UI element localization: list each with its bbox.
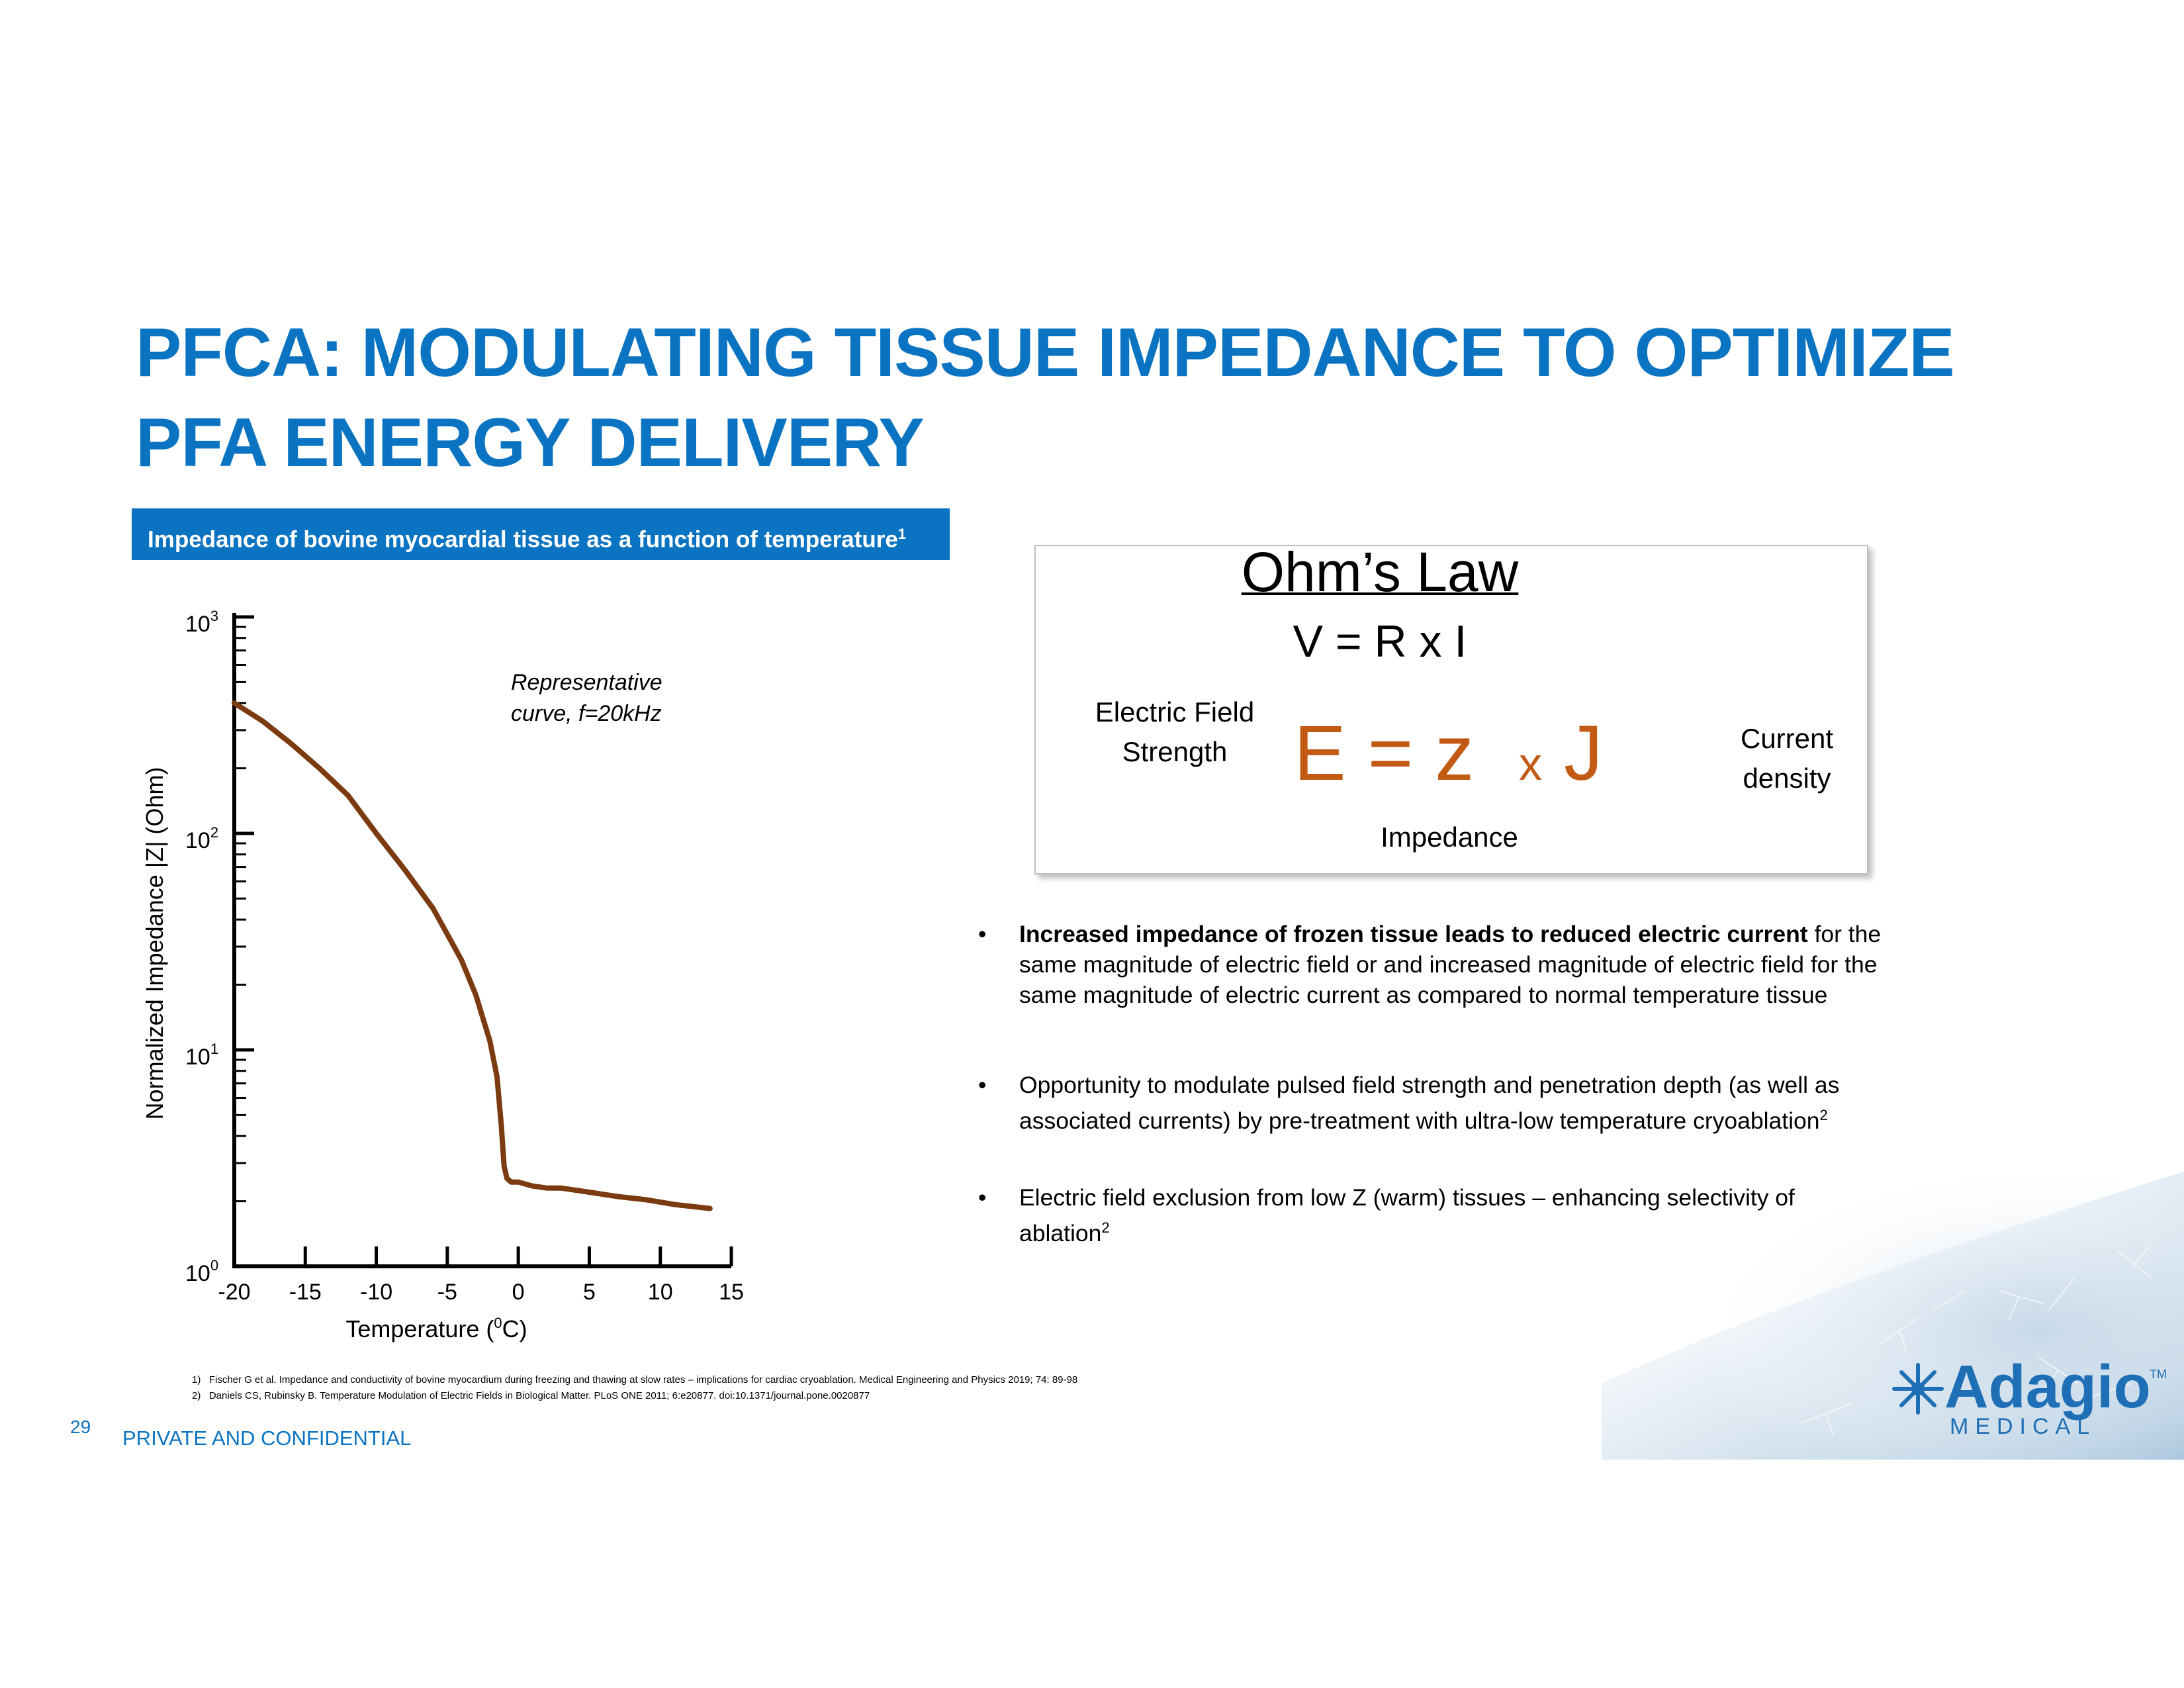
slide-title-line-1: PFCA: MODULATING TISSUE IMPEDANCE TO OPT… [136, 314, 1955, 391]
impedance-label: Impedance [1381, 821, 1518, 853]
logo-sub: MEDICAL [1950, 1414, 2096, 1439]
formula-times: x [1519, 738, 1543, 790]
x-tick-label: -5 [437, 1280, 457, 1305]
bullet-dot: • [978, 1072, 987, 1098]
chart-banner-text: Impedance of bovine myocardial tissue as… [148, 526, 898, 553]
electric-field-label: Electric Field Strength [1075, 692, 1274, 772]
frost-background [1602, 1172, 2184, 1460]
formula-equals: = [1367, 710, 1414, 797]
references: 1) Fischer G et al. Impedance and conduc… [192, 1372, 1077, 1404]
x-tick-label: 0 [512, 1280, 525, 1305]
chart-banner: Impedance of bovine myocardial tissue as… [132, 508, 950, 560]
bullet-2-text: Opportunity to modulate pulsed field str… [1019, 1072, 1840, 1134]
bullet-dot: • [978, 1184, 987, 1211]
y-tick-label: 102 [185, 824, 218, 853]
y-axis-label: Normalized Impedance |Z| (Ohm) [141, 767, 168, 1120]
reference-2: 2) Daniels CS, Rubinsky B. Temperature M… [192, 1390, 870, 1401]
slide-number: 29 [70, 1417, 91, 1437]
electric-field-label-line-2: Strength [1122, 736, 1228, 767]
y-tick-label-exponent: 2 [210, 824, 218, 841]
reference-1: 1) Fischer G et al. Impedance and conduc… [192, 1374, 1078, 1385]
ohms-law-box [1034, 545, 1868, 874]
chart-series [232, 700, 713, 1211]
y-tick-label-exponent: 3 [210, 608, 218, 624]
confidential-label: PRIVATE AND CONFIDENTIAL [122, 1427, 412, 1450]
bullet-1-bold: Increased impedance of frozen tissue lea… [1019, 921, 1808, 947]
x-tick-label: -20 [218, 1280, 250, 1305]
current-density-label: Current density [1691, 719, 1883, 798]
current-density-label-line-2: density [1743, 763, 1831, 794]
current-density-label-line-1: Current [1740, 723, 1834, 754]
x-axis-label: Temperature (0C) [345, 1315, 527, 1342]
formula-j: J [1563, 710, 1603, 797]
bullet-dot: • [978, 921, 987, 947]
electric-field-label-line-1: Electric Field [1095, 696, 1255, 727]
snowflake-icon [1892, 1363, 1944, 1415]
y-tick-label: 101 [185, 1041, 218, 1070]
bullet-3-sup: 2 [1101, 1219, 1110, 1236]
y-tick-label: 103 [185, 608, 218, 637]
chart-ticks [232, 615, 733, 1268]
chart-axes [232, 613, 731, 1268]
x-tick-label: 15 [719, 1280, 744, 1305]
ohms-law-title: Ohm’s Law [1241, 541, 1519, 603]
bullet-2-sup: 2 [1819, 1107, 1828, 1123]
x-tick-label: -10 [360, 1280, 392, 1305]
chart-banner-superscript: 1 [897, 526, 907, 542]
ohms-law-equation: V = R x I [1293, 616, 1467, 667]
impedance-curve [232, 700, 713, 1211]
logo-name: Adagio [1944, 1356, 2151, 1421]
y-tick-label-exponent: 0 [210, 1257, 218, 1274]
bullet-1-text: for the same magnitude of electric field… [1019, 921, 1882, 1008]
chart-annotation: Representative [511, 670, 662, 695]
x-tick-label: 10 [648, 1280, 673, 1305]
y-tick-label: 100 [185, 1257, 218, 1286]
formula-z: z [1435, 710, 1475, 797]
formula-e: E [1294, 710, 1346, 797]
logo-tm: TM [2150, 1368, 2167, 1381]
slide-title: PFCA: MODULATING TISSUE IMPEDANCE TO OPT… [136, 308, 2055, 488]
ohms-law-formula: E = z x J [1294, 708, 1603, 798]
bullet-item-1: • Increased impedance of frozen tissue l… [973, 919, 1886, 1010]
slide-title-line-2: PFA ENERGY DELIVERY [136, 404, 925, 481]
adagio-medical-logo: Adagio TM MEDICAL [1892, 1356, 2167, 1439]
bullet-item-2: • Opportunity to modulate pulsed field s… [973, 1070, 1886, 1136]
x-tick-label: 5 [583, 1280, 596, 1305]
y-tick-label-exponent: 1 [210, 1041, 218, 1057]
chart-annotation: curve, f=20kHz [511, 701, 662, 726]
x-tick-label: -15 [289, 1280, 322, 1305]
